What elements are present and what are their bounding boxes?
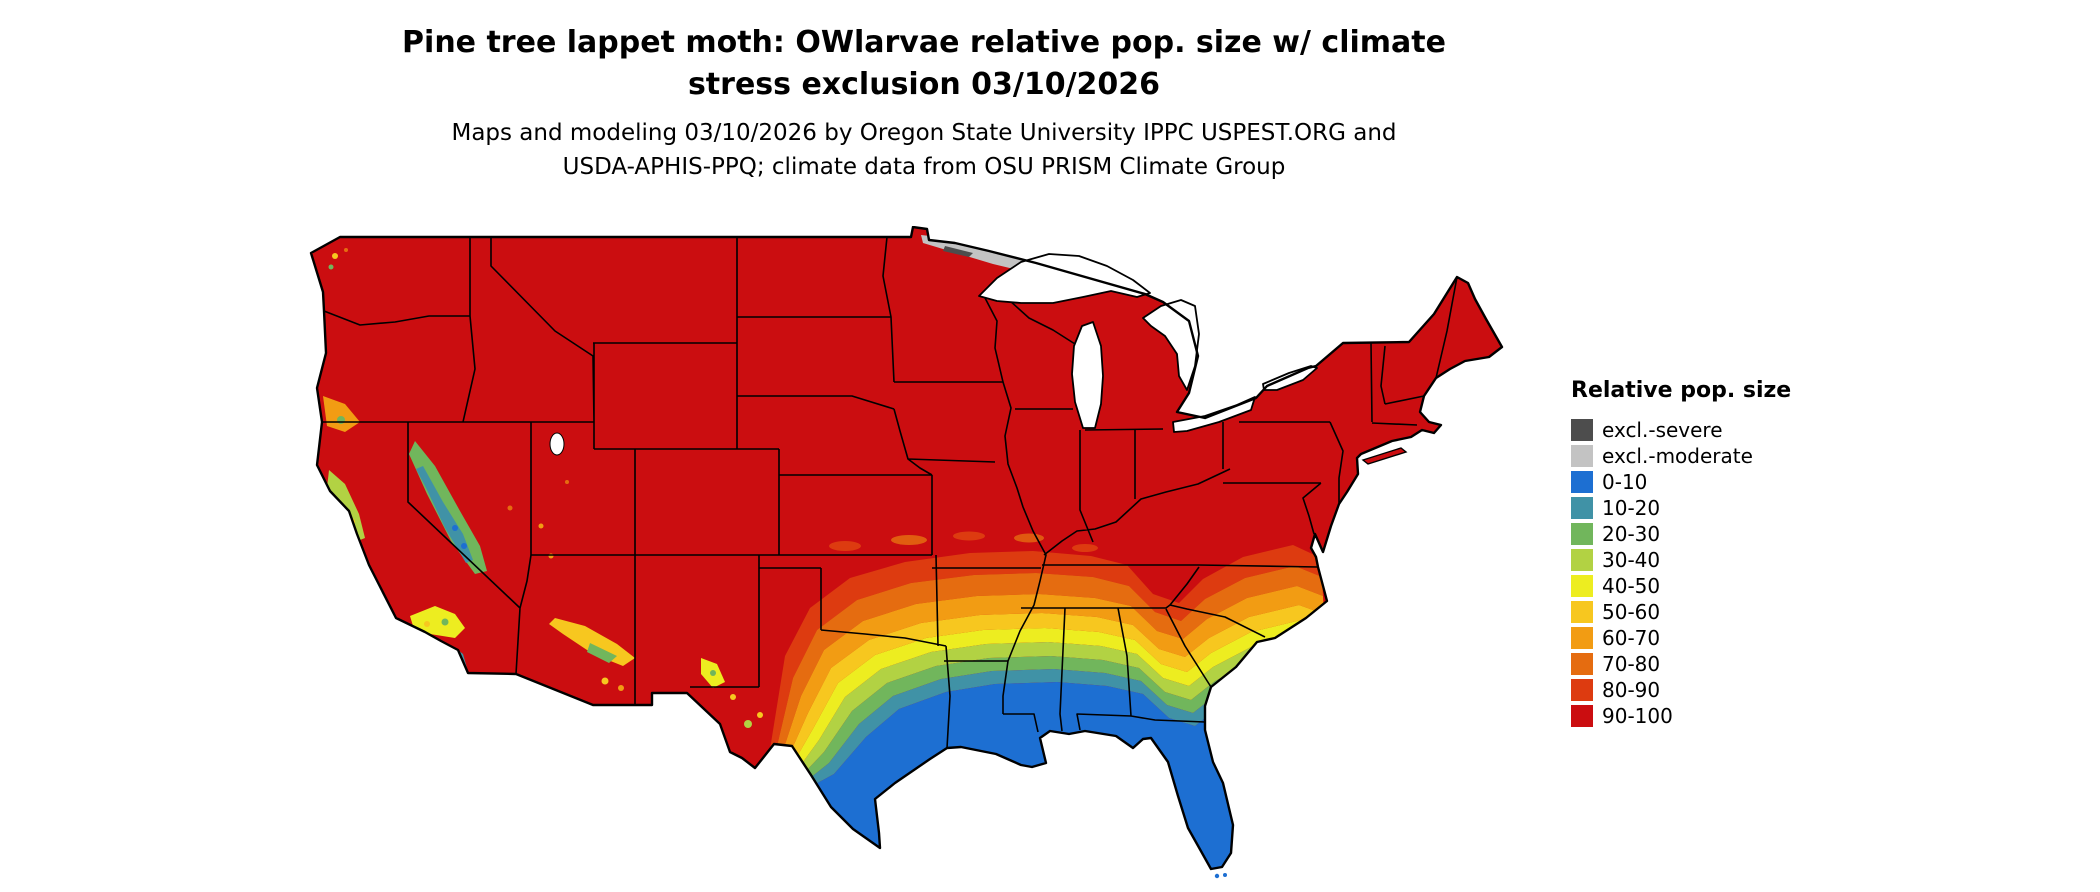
legend-row-40-50: 40-50	[1571, 573, 1791, 599]
legend-swatch	[1571, 575, 1593, 597]
great-lakes	[978, 253, 1318, 433]
legend-swatch	[1571, 549, 1593, 571]
legend-swatch	[1571, 627, 1593, 649]
legend-row-60-70: 60-70	[1571, 625, 1791, 651]
legend-label: excl.-moderate	[1602, 444, 1753, 468]
legend-label: 50-60	[1602, 600, 1661, 624]
socal-ranges-patch	[410, 606, 465, 638]
header: Pine tree lappet moth: OWlarvae relative…	[0, 22, 1848, 184]
legend-label: 80-90	[1602, 678, 1661, 702]
conus-outline	[309, 225, 1504, 871]
legend-row-excl.-severe: excl.-severe	[1571, 417, 1791, 443]
legend-swatch	[1571, 653, 1593, 675]
legend-panel: Relative pop. size excl.-severe excl.-mod…	[1571, 378, 1791, 729]
legend-row-70-80: 70-80	[1571, 651, 1791, 677]
florida-keys	[1214, 873, 1220, 879]
legend-label: 40-50	[1602, 574, 1661, 598]
legend-row-excl.-moderate: excl.-moderate	[1571, 443, 1791, 469]
great-salt-lake	[549, 432, 565, 456]
legend-swatch	[1571, 601, 1593, 623]
band-80-90	[767, 545, 1322, 772]
legend-row-0-10: 0-10	[1571, 469, 1791, 495]
legend-row-90-100: 90-100	[1571, 703, 1791, 729]
band-50-60	[779, 605, 1325, 781]
raster-layers	[311, 227, 1502, 869]
band-20-30	[791, 648, 1328, 790]
legend-title: Relative pop. size	[1571, 378, 1792, 403]
legend-label: 90-100	[1602, 704, 1673, 728]
legend-label: 70-80	[1602, 652, 1661, 676]
exclusion-severe-area	[943, 246, 973, 257]
florida-keys	[1223, 873, 1227, 877]
lake-ontario	[1262, 365, 1318, 391]
legend-label: 20-30	[1602, 522, 1661, 546]
legend-swatch	[1571, 497, 1593, 519]
map-container	[305, 225, 1525, 886]
legend-swatch	[1571, 445, 1593, 467]
legend-row-50-60: 50-60	[1571, 599, 1791, 625]
northwest-detail	[328, 248, 348, 270]
legend-label: 30-40	[1602, 548, 1661, 572]
state-borders	[322, 236, 1458, 749]
lake-michigan	[1071, 321, 1104, 429]
lake-huron	[1142, 299, 1200, 391]
legend-row-10-20: 10-20	[1571, 495, 1791, 521]
sierra-nevada-patch	[409, 441, 487, 574]
legend-swatch	[1571, 679, 1593, 701]
legend-label: 0-10	[1602, 470, 1648, 494]
long-island	[1361, 447, 1408, 465]
legend-row-20-30: 20-30	[1571, 521, 1791, 547]
band-70-80	[771, 566, 1323, 775]
legend-label: excl.-severe	[1602, 418, 1723, 442]
subtitle-line-2: USDA-APHIS-PPQ; climate data from OSU PR…	[562, 154, 1286, 180]
lake-superior	[978, 253, 1151, 304]
band-10-20	[795, 661, 1329, 793]
page-subtitle: Maps and modeling 03/10/2026 by Oregon S…	[0, 116, 1848, 184]
legend-label: 60-70	[1602, 626, 1661, 650]
legend-row-30-40: 30-40	[1571, 547, 1791, 573]
legend-label: 10-20	[1602, 496, 1661, 520]
legend-entries: excl.-severe excl.-moderate 0-10 10-20 20-30…	[1571, 417, 1791, 729]
page-title: Pine tree lappet moth: OWlarvae relative…	[0, 22, 1848, 106]
legend-row-80-90: 80-90	[1571, 677, 1791, 703]
legend-swatch	[1571, 705, 1593, 727]
band-40-50	[783, 620, 1326, 784]
band-60-70	[775, 586, 1324, 778]
legend-swatch	[1571, 523, 1593, 545]
title-line-1: Pine tree lappet moth: OWlarvae relative…	[402, 25, 1446, 60]
legend-swatch	[1571, 471, 1593, 493]
mogollon-rim-patch	[549, 618, 635, 666]
transition-speckle	[829, 531, 1098, 552]
us-population-map	[309, 225, 1504, 879]
legend-swatch	[1571, 419, 1593, 441]
subtitle-line-1: Maps and modeling 03/10/2026 by Oregon S…	[451, 120, 1397, 146]
exclusion-moderate-area	[921, 235, 1043, 274]
region-90-100-base	[311, 227, 1502, 869]
southwest-detail	[507, 480, 763, 728]
title-line-2: stress exclusion 03/10/2026	[687, 67, 1161, 102]
